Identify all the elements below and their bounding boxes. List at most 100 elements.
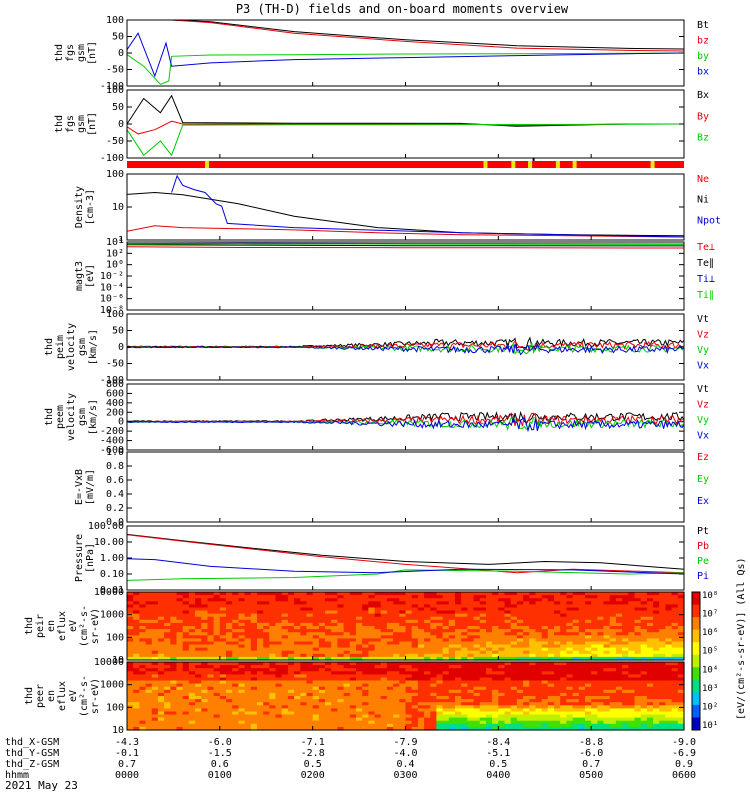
spectrogram-cell [349,613,357,618]
spectrogram-cell [591,689,598,694]
spectrogram-cell [393,604,400,609]
spectrogram-cell [127,680,134,685]
spectrogram-cell [424,708,431,713]
spectrogram-cell [356,711,363,716]
spectrogram-cell [492,592,499,596]
spectrogram-cell [659,671,666,675]
spectrogram-cell [566,647,574,652]
spectrogram-cell [628,622,636,627]
mode-bar-marker [555,161,560,168]
legend-label: Vy [697,415,709,426]
spectrogram-cell [665,668,673,672]
spectrogram-cell [436,692,444,697]
x-axis-value: -8.4 [486,737,510,748]
spectrogram-cell [646,668,654,672]
spectrogram-cell [356,647,363,652]
spectrogram-cell [157,686,165,691]
spectrogram-cell [201,680,209,685]
spectrogram-cell [386,656,394,661]
spectrogram-cell [510,610,518,615]
spectrogram-cell [578,601,586,605]
spectrogram-cell [250,592,258,596]
spectrogram-cell [609,692,617,697]
spectrogram-cell [325,604,332,609]
spectrogram-cell [244,635,252,639]
spectrogram-cell [182,607,190,612]
spectrogram-cell [244,644,252,649]
spectrogram-cell [529,607,537,612]
spectrogram-cell [380,647,388,652]
spectrogram-cell [523,613,530,618]
spectrogram-cell [578,683,586,688]
spectrogram-cell [263,626,270,630]
spectrogram-cell [585,598,592,602]
spectrogram-cell [380,726,388,731]
spectrogram-cell [257,717,264,722]
spectrogram-cell [226,726,233,731]
spectrogram-cell [486,613,493,618]
spectrogram-cell [263,604,270,609]
spectrogram-cell [250,616,258,621]
spectrogram-cell [368,604,376,609]
spectrogram-cell [585,686,592,691]
spectrogram-cell [622,662,629,666]
spectrogram-cell [523,601,530,605]
spectrogram-cell [578,692,586,697]
spectrogram-cell [473,592,481,596]
spectrogram-cell [479,702,487,706]
spectrogram-cell [653,641,660,646]
spectrogram-cell [622,714,629,719]
spectrogram-cell [275,711,283,716]
spectrogram-cell [232,641,239,646]
spectrogram-cell [294,601,301,605]
spectrogram-cell [572,711,580,716]
spectrogram-cell [529,613,537,618]
spectrogram-cell [677,662,685,666]
spectrogram-cell [547,702,555,706]
spectrogram-cell [523,708,530,713]
spectrogram-cell [244,723,252,728]
spectrogram-cell [294,653,301,658]
spectrogram-cell [566,680,574,685]
spectrogram-cell [436,613,444,618]
spectrogram-cell [455,689,462,694]
spectrogram-cell [127,632,134,636]
y-tick-label: 10⁴ [106,237,124,248]
y-axis-label: sr-eV) [90,678,101,714]
spectrogram-cell [609,723,617,728]
spectrogram-cell [306,638,314,643]
spectrogram-cell [145,616,153,621]
spectrogram-cell [436,677,444,682]
spectrogram-cell [597,641,605,646]
spectrogram-cell [349,671,357,675]
spectrogram-cell [374,671,382,675]
spectrogram-cell [195,705,202,709]
spectrogram-cell [461,686,468,691]
spectrogram-cell [646,647,654,652]
spectrogram-cell [591,680,598,685]
spectrogram-cell [622,629,629,633]
spectrogram-cell [244,610,252,615]
spectrogram-cell [628,610,636,615]
spectrogram-cell [560,723,567,728]
spectrogram-cell [300,601,308,605]
spectrogram-cell [585,616,592,621]
spectrogram-cell [609,665,617,669]
spectrogram-cell [331,610,338,615]
spectrogram-cell [133,604,140,609]
spectrogram-cell [628,626,636,630]
spectrogram-cell [424,689,431,694]
legend-label: by [697,51,709,62]
spectrogram-cell [473,656,481,661]
spectrogram-cell [195,689,202,694]
spectrogram-cell [486,714,493,719]
spectrogram-cell [492,726,499,731]
spectrogram-cell [399,726,407,731]
spectrogram-cell [325,717,332,722]
spectrogram-cell [145,674,153,679]
spectrogram-cell [442,632,450,636]
spectrogram-cell [294,619,301,624]
spectrogram-cell [628,677,636,682]
spectrogram-cell [566,592,574,596]
spectrogram-cell [287,720,295,725]
